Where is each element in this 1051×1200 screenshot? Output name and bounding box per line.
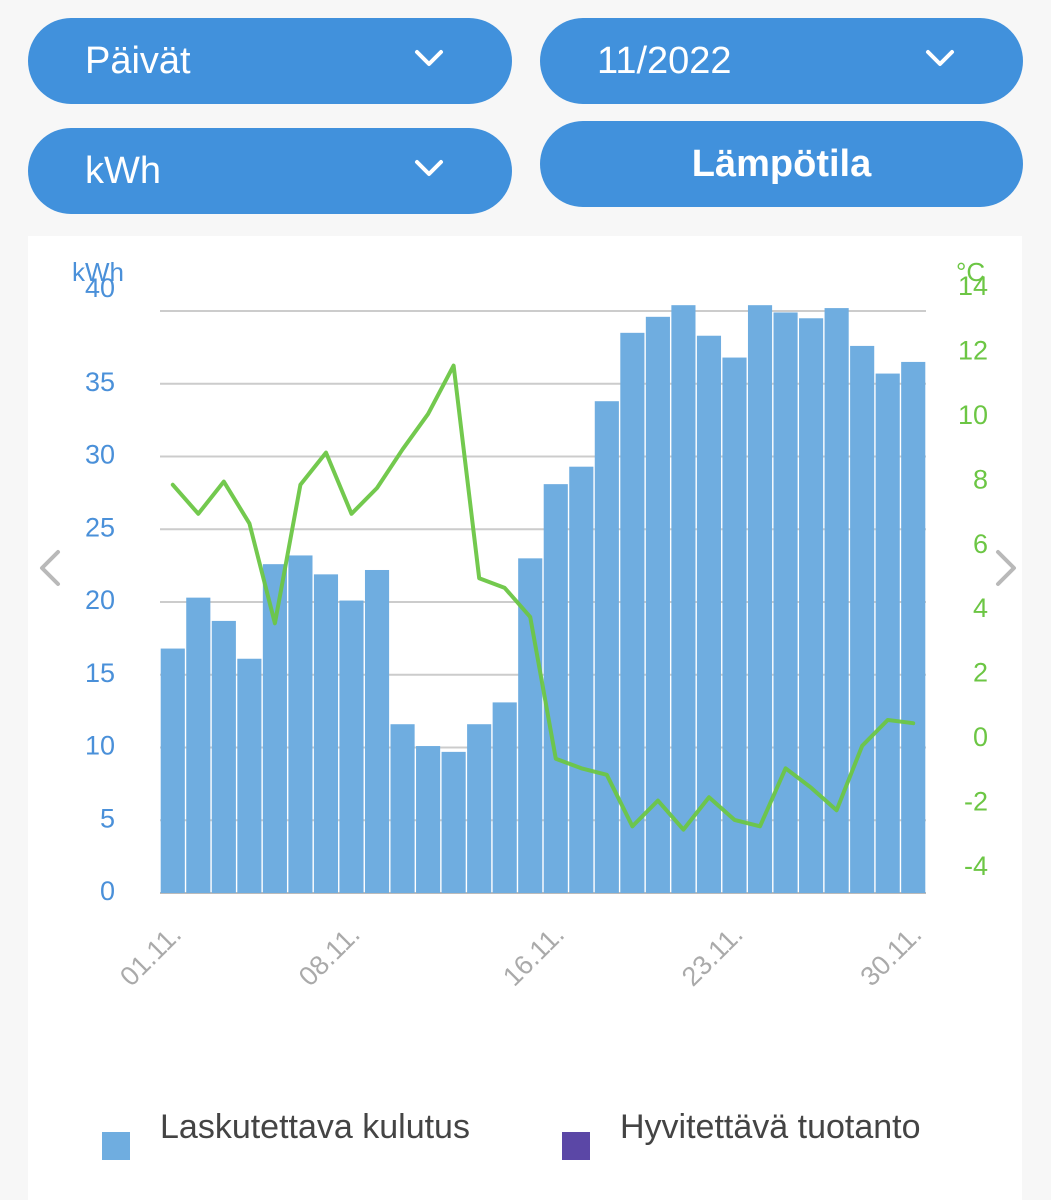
- chevron-right-icon[interactable]: [990, 548, 1020, 588]
- left-axis-tick-label: 10: [85, 731, 115, 761]
- left-axis-tick-label: 30: [85, 440, 115, 470]
- right-axis-tick-label: -4: [964, 851, 988, 881]
- consumption-bar: [441, 751, 466, 893]
- left-axis-tick-label: 15: [85, 658, 115, 688]
- right-axis-tick-label: 12: [958, 335, 988, 365]
- consumption-bar: [237, 658, 262, 893]
- unit-dropdown[interactable]: kWh: [28, 128, 512, 214]
- right-axis-tick-label: 8: [973, 464, 988, 494]
- legend-consumption[interactable]: Laskutettava kulutus: [102, 1108, 470, 1160]
- right-axis-tick-label: 6: [973, 529, 988, 559]
- left-axis-tick-label: 0: [100, 876, 115, 906]
- x-axis: 01.11. 08.11. 16.11. 23.11. 30.11.: [114, 919, 927, 992]
- consumption-bar: [799, 318, 824, 893]
- period-dropdown-value: Päivät: [85, 39, 191, 82]
- consumption-bar: [620, 332, 645, 893]
- consumption-bar: [313, 574, 339, 893]
- x-axis-tick-label: 01.11.: [114, 919, 187, 992]
- consumption-bar: [569, 466, 594, 893]
- legend-production[interactable]: Hyvitettävä tuotanto: [562, 1108, 921, 1160]
- consumption-bar: [773, 312, 798, 894]
- left-axis-unit: kWh: [72, 257, 124, 287]
- month-dropdown-value: 11/2022: [597, 39, 732, 82]
- consumption-bar: [645, 316, 670, 893]
- chevron-down-icon: [926, 50, 954, 66]
- chevron-down-icon: [415, 50, 443, 66]
- period-dropdown[interactable]: Päivät: [28, 18, 512, 104]
- right-axis: -4 -2 0 2 4 6 8 10 12 14: [958, 271, 988, 881]
- consumption-bar: [824, 308, 849, 894]
- consumption-bar: [594, 401, 619, 893]
- left-axis-tick-label: 35: [85, 367, 115, 397]
- left-axis-tick-label: 5: [100, 803, 115, 833]
- temperature-button-label: Lämpötila: [691, 142, 872, 185]
- x-axis-tick-label: 30.11.: [855, 919, 928, 992]
- right-axis-tick-label: 10: [958, 400, 988, 430]
- consumption-bar: [186, 597, 211, 893]
- right-axis-tick-label: -2: [964, 787, 988, 817]
- temperature-button[interactable]: Lämpötila: [540, 121, 1023, 207]
- consumption-bar: [339, 600, 364, 893]
- temperature-line-path: [170, 363, 916, 832]
- consumption-bar: [492, 702, 517, 893]
- legend-production-label: Hyvitettävä tuotanto: [620, 1108, 921, 1146]
- consumption-bar: [875, 373, 900, 893]
- chart-gridlines: [160, 310, 926, 894]
- consumption-bar: [160, 648, 185, 893]
- left-axis-tick-label: 25: [85, 512, 115, 542]
- consumption-bar: [211, 620, 236, 893]
- right-axis-tick-label: 4: [973, 593, 988, 623]
- consumption-bar: [850, 345, 875, 893]
- unit-dropdown-value: kWh: [85, 149, 161, 192]
- temperature-line: [170, 363, 916, 832]
- chevron-down-icon: [415, 160, 443, 176]
- consumption-bar: [901, 361, 926, 893]
- consumption-bars: [160, 305, 926, 894]
- x-axis-tick-label: 23.11.: [676, 919, 749, 992]
- consumption-bar: [671, 305, 696, 893]
- right-axis-tick-label: 2: [973, 658, 988, 688]
- consumption-bar: [747, 305, 773, 893]
- consumption-bar: [390, 724, 415, 893]
- chevron-left-icon[interactable]: [36, 548, 66, 588]
- right-axis-tick-label: 0: [973, 722, 988, 752]
- month-dropdown[interactable]: 11/2022: [540, 18, 1023, 104]
- consumption-bar: [543, 484, 568, 893]
- right-axis-tick-label: 14: [958, 271, 988, 301]
- left-axis-tick-label: 40: [85, 273, 115, 303]
- x-axis-tick-label: 08.11.: [293, 919, 366, 992]
- consumption-bar: [416, 746, 441, 893]
- x-axis-tick-label: 16.11.: [497, 919, 570, 992]
- legend-consumption-label: Laskutettava kulutus: [160, 1108, 470, 1146]
- consumption-bar: [722, 357, 747, 893]
- consumption-bar: [364, 569, 390, 893]
- left-axis-tick-label: 20: [85, 585, 115, 615]
- left-axis: 0 5 10 15 20 25 30 35 40: [85, 273, 115, 906]
- consumption-bar: [467, 724, 492, 893]
- right-axis-unit: °C: [956, 257, 985, 287]
- consumption-bar: [288, 555, 313, 893]
- legend-consumption-swatch: [102, 1132, 130, 1160]
- legend-production-swatch: [562, 1132, 590, 1160]
